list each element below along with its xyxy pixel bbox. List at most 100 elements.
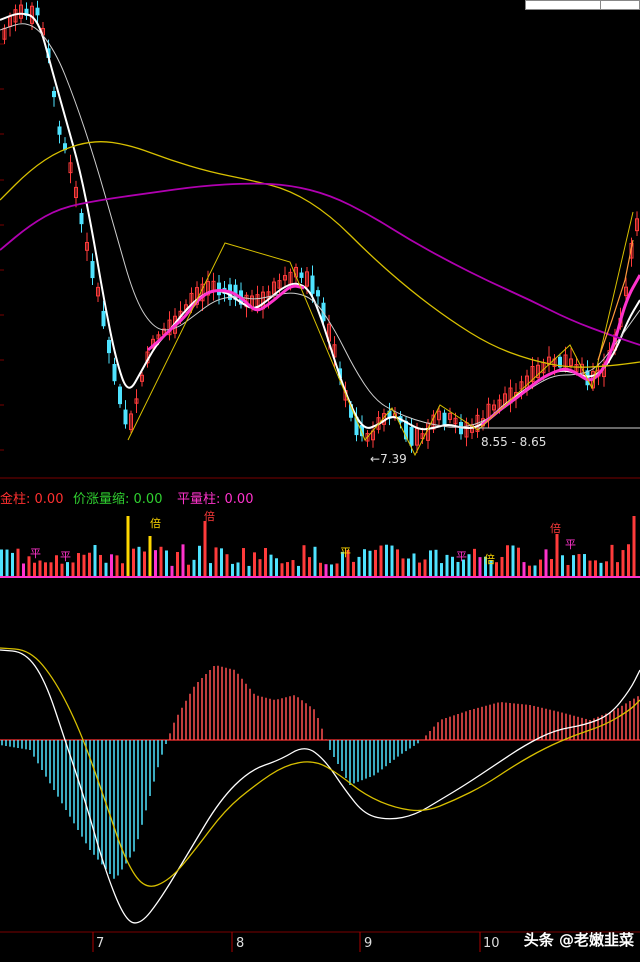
ma-purple-line (0, 182, 640, 346)
volume-marker: 倍 (204, 509, 215, 523)
volume-bar (324, 564, 328, 576)
candle-body (519, 381, 524, 390)
macd-dif-line (0, 649, 640, 924)
volume-bar (27, 556, 31, 576)
volume-bar (473, 548, 476, 576)
volume-bar (572, 555, 575, 576)
volume-bar (462, 559, 465, 576)
candle-body (574, 363, 579, 373)
volume-bar (60, 563, 64, 576)
volume-bar (434, 549, 438, 576)
volume-bar (115, 555, 119, 576)
candle-body (442, 412, 447, 426)
volume-bar (566, 564, 570, 576)
volume-bar (11, 552, 14, 576)
candle-body (96, 286, 100, 297)
volume-bar (192, 559, 196, 576)
ma-short-pink-line (147, 284, 305, 352)
volume-bar (341, 551, 344, 576)
volume-bar (451, 556, 454, 576)
volume-bar (137, 546, 141, 576)
volume-bar (297, 565, 300, 576)
volume-bar (286, 562, 289, 576)
volume-bar (352, 561, 355, 576)
volume-bar (440, 563, 443, 576)
candle-body (118, 386, 122, 405)
volume-bar (143, 551, 146, 576)
volume-bar (0, 549, 3, 576)
volume-bar (363, 549, 366, 576)
volume-bar (544, 549, 548, 576)
candle-body (277, 280, 282, 289)
volume-bar (49, 562, 53, 576)
volume-bar (126, 516, 130, 576)
candle-body (437, 410, 441, 421)
volume-bar (220, 548, 223, 576)
volume-bar (313, 546, 317, 576)
volume-bar (577, 554, 581, 576)
volume-bar (104, 562, 108, 576)
volume-marker: 倍 (150, 516, 161, 530)
candle-body (365, 433, 370, 442)
candle-body (57, 126, 62, 135)
legend-price-up-vol-down: 价涨量缩: 0.00 (73, 492, 163, 507)
volume-bar (264, 548, 267, 576)
legend-flat-volume: 平量柱: 0.00 (177, 492, 254, 507)
volume-bar (588, 560, 592, 576)
volume-bar (44, 562, 47, 576)
legend-gold-bar: 金柱: 0.00 (0, 492, 64, 507)
volume-bar (385, 544, 388, 576)
volume-bar (176, 551, 179, 576)
candle-body (52, 91, 56, 98)
volume-bar (203, 521, 207, 576)
candle-body (624, 286, 628, 297)
volume-marker: 平 (340, 546, 351, 559)
x-tick-month: 8 (236, 936, 245, 951)
candle-body (453, 417, 458, 425)
volume-bar (335, 563, 339, 576)
x-tick-month: 7 (96, 936, 105, 951)
candle-body (206, 281, 210, 296)
candle-body (316, 290, 320, 297)
candle-body (569, 358, 573, 367)
volume-bar (555, 534, 559, 576)
volume-bar (181, 544, 185, 576)
candle-body (530, 365, 535, 383)
volume-bar (374, 549, 377, 576)
candle-body (134, 398, 139, 404)
volume-bar (291, 560, 295, 576)
volume-bar (517, 547, 520, 576)
candle-body (217, 282, 221, 296)
volume-bar (319, 562, 322, 576)
candle-body (68, 162, 73, 174)
volume-marker: 平 (30, 547, 41, 560)
volume-bar (275, 558, 278, 576)
volume-bar (198, 545, 201, 576)
volume-bar (82, 554, 86, 576)
volume-bar (506, 545, 509, 576)
candle-body (74, 186, 78, 199)
volume-bar (247, 565, 251, 576)
volume-bar (412, 553, 416, 576)
volume-bar (346, 550, 350, 576)
volume-bar (605, 561, 608, 576)
volume-bar (99, 554, 102, 576)
volume-bar (616, 562, 619, 576)
candle-body (310, 275, 315, 294)
volume-bar (379, 545, 383, 576)
volume-marker: 倍 (550, 521, 561, 535)
volume-bar (159, 546, 163, 576)
candle-body (305, 271, 309, 287)
volume-bar (456, 561, 460, 576)
volume-bar (16, 548, 20, 576)
ma-short-pink-line (481, 274, 640, 427)
volume-bar (209, 563, 212, 576)
volume-bar (632, 516, 636, 576)
volume-bar (484, 556, 487, 576)
volume-bar (511, 545, 515, 576)
candle-body (90, 261, 95, 279)
volume-marker: 倍 (484, 552, 495, 566)
volume-bar (407, 558, 410, 576)
candle-body (283, 275, 287, 281)
candle-body (409, 426, 414, 446)
